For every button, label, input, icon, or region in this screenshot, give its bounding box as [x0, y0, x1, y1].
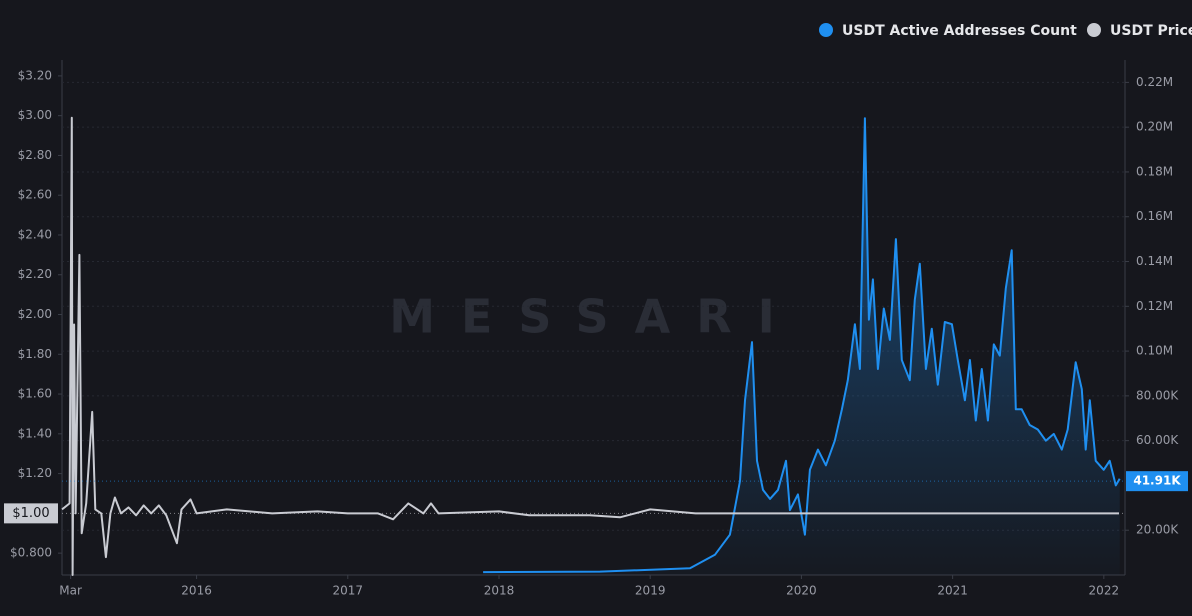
current-value-label: 41.91K: [1133, 474, 1181, 488]
y-tick-label: $0.800: [10, 546, 52, 560]
x-tick-label: 2020: [786, 584, 817, 598]
x-tick-label: 2018: [484, 584, 515, 598]
y2-tick-label: 0.16M: [1136, 209, 1173, 223]
legend-swatch: [1087, 23, 1101, 37]
x-tick-label: 2021: [937, 584, 968, 598]
x-tick-label: 2016: [181, 584, 212, 598]
x-tick-label: 2017: [333, 584, 364, 598]
y-tick-label: $2.80: [18, 148, 52, 162]
y-tick-label: $1.20: [18, 466, 52, 480]
y-tick-label: $1.80: [18, 347, 52, 361]
y-tick-label: $1.60: [18, 387, 52, 401]
legend-text: USDT Active Addresses Count: [842, 23, 1077, 39]
legend-text: USDT Price: [1110, 23, 1192, 39]
line: [61, 116, 1119, 576]
y-tick-label: $2.00: [18, 307, 52, 321]
y2-tick-label: 0.14M: [1136, 254, 1173, 268]
y2-tick-label: 0.20M: [1136, 120, 1173, 134]
y-tick-label: $1.40: [18, 426, 52, 440]
x-tick-label: 2022: [1089, 584, 1120, 598]
area: [483, 118, 1120, 575]
current-value-label: $1.00: [12, 506, 49, 521]
y-tick-label: $3.20: [18, 68, 52, 82]
y2-tick-label: 60.00K: [1136, 433, 1179, 447]
y-tick-label: $2.60: [18, 188, 52, 202]
y2-tick-label: 0.12M: [1136, 299, 1173, 313]
current-value-box: [4, 503, 58, 524]
y2-tick-label: 0.22M: [1136, 75, 1173, 89]
y2-tick-label: 0.18M: [1136, 164, 1173, 178]
y2-tick-label: 80.00K: [1136, 388, 1179, 402]
current-value-box: [1126, 471, 1188, 492]
y-tick-label: $3.00: [18, 108, 52, 122]
y2-tick-label: 20.00K: [1136, 523, 1179, 537]
line: [483, 117, 1121, 574]
watermark: MESSARI: [389, 290, 801, 344]
y2-tick-label: 0.10M: [1136, 344, 1173, 358]
legend-swatch: [819, 23, 833, 37]
x-tick-label: 2019: [635, 584, 666, 598]
y-tick-label: $2.20: [18, 267, 52, 281]
x-tick-label: Mar: [59, 584, 82, 598]
y-tick-label: $2.40: [18, 227, 52, 241]
